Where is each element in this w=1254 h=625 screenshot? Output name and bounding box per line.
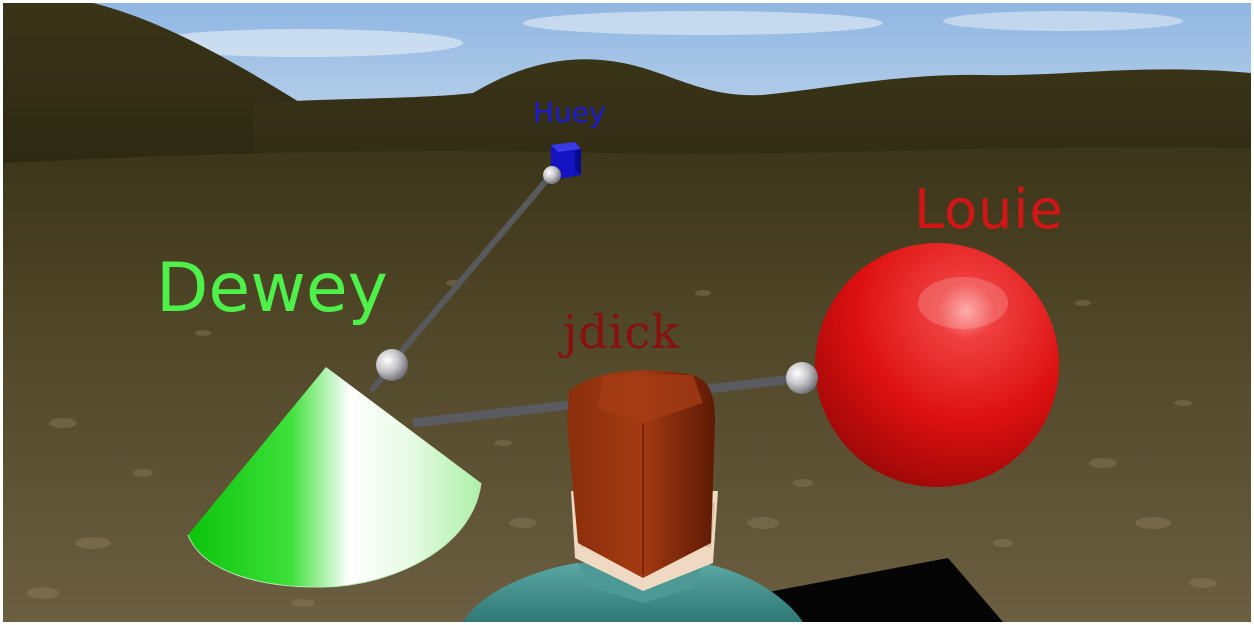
label-huey: Huey (533, 96, 606, 129)
huey-joint[interactable] (543, 166, 561, 184)
louie-sphere[interactable] (815, 243, 1059, 487)
scene-graphics (3, 3, 1251, 622)
label-jdick: jdick (563, 305, 681, 359)
ground-pebbles (27, 280, 1217, 607)
connector-huey-dewey (386, 173, 554, 368)
3d-viewport[interactable]: Huey Dewey jdick Louie (3, 3, 1251, 622)
black-box[interactable] (763, 558, 1003, 622)
louie-joint[interactable] (786, 362, 818, 394)
jdick-avatar[interactable] (463, 370, 803, 622)
label-louie: Louie (914, 178, 1064, 241)
dewey-joint[interactable] (376, 349, 408, 381)
dewey-cone[interactable] (187, 367, 482, 588)
label-dewey: Dewey (156, 249, 388, 328)
